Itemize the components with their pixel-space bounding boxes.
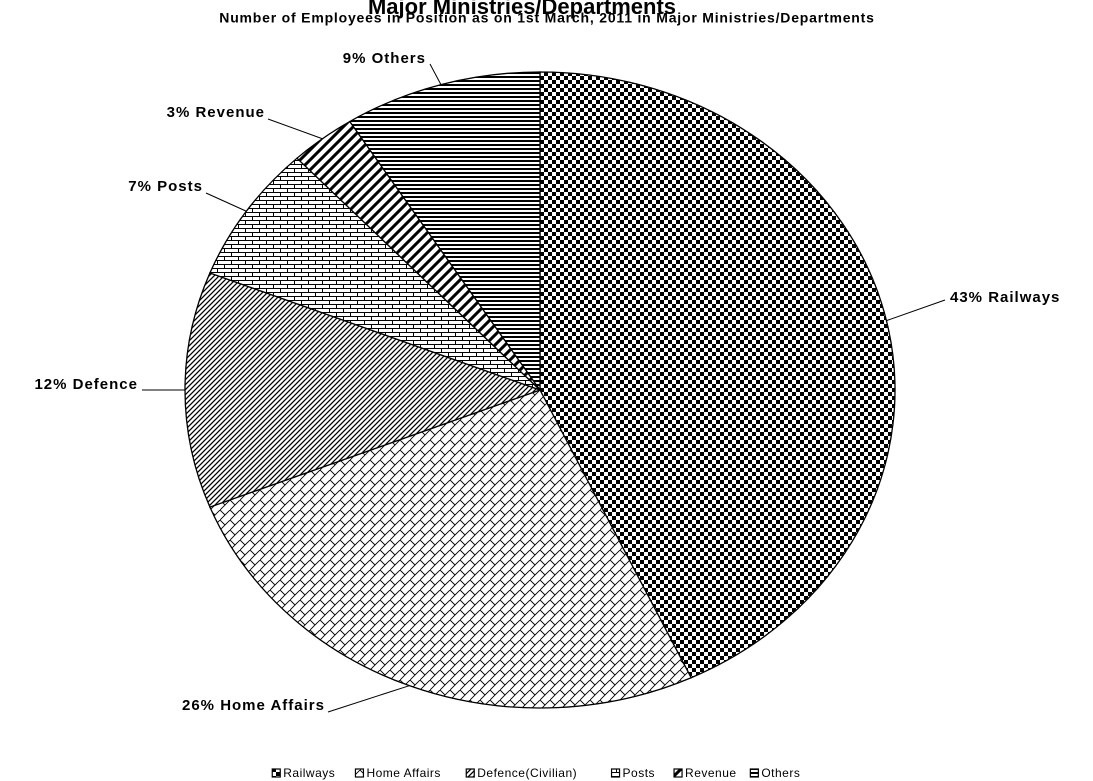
legend-swatch bbox=[354, 768, 365, 778]
legend-label: Others bbox=[761, 766, 800, 780]
pie-slice bbox=[348, 71, 541, 393]
leader-line bbox=[886, 299, 946, 322]
legend-swatch bbox=[610, 768, 621, 778]
legend-label: Revenue bbox=[685, 766, 737, 780]
leader-line bbox=[429, 63, 442, 85]
leader-line bbox=[205, 192, 247, 212]
legend-swatch bbox=[749, 768, 759, 778]
legend-label: Railways bbox=[283, 766, 335, 780]
data-label: 12% Defence bbox=[34, 376, 138, 393]
pie-slice bbox=[209, 389, 693, 709]
data-label: 26% Home Affairs bbox=[182, 697, 325, 714]
leader-line bbox=[327, 685, 410, 713]
leader-line bbox=[267, 118, 323, 140]
chart-subtitle: Number of Employees in Position as on 1s… bbox=[219, 10, 874, 26]
data-label: 7% Posts bbox=[128, 178, 203, 195]
data-label: 43% Railways bbox=[950, 289, 1060, 306]
data-label: 3% Revenue bbox=[167, 104, 265, 121]
legend-label: Home Affairs bbox=[366, 766, 440, 780]
legend-label: Posts bbox=[623, 766, 656, 780]
legend-swatch bbox=[271, 768, 281, 778]
chart-title: Major Ministries/Departments bbox=[368, 0, 676, 19]
legend-swatch bbox=[673, 768, 683, 778]
data-label: 9% Others bbox=[343, 50, 426, 67]
legend-swatch bbox=[465, 768, 475, 778]
legend-label: Defence(Civilian) bbox=[477, 766, 577, 780]
